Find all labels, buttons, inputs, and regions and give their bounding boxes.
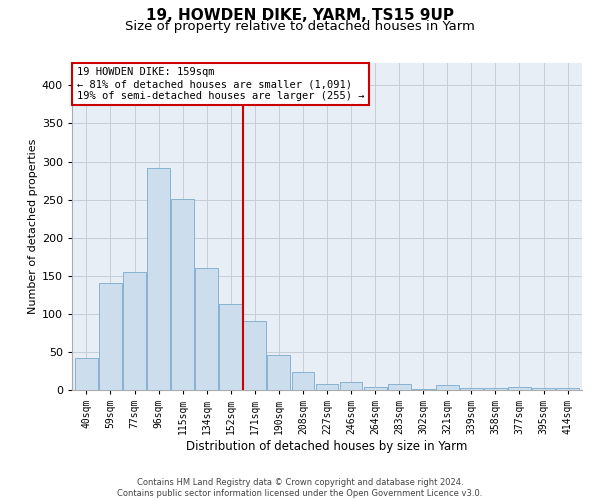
Bar (123, 272, 146, 390)
Bar (388, 384, 410, 390)
Text: 19 HOWDEN DIKE: 159sqm
← 81% of detached houses are smaller (1,091)
19% of semi-: 19 HOWDEN DIKE: 159sqm ← 81% of detached… (77, 68, 365, 100)
Bar (556, 388, 579, 390)
Text: Size of property relative to detached houses in Yarm: Size of property relative to detached ho… (125, 20, 475, 33)
Bar (532, 388, 555, 390)
Bar (292, 372, 314, 390)
Bar (99, 284, 122, 390)
Y-axis label: Number of detached properties: Number of detached properties (28, 138, 38, 314)
Text: 19, HOWDEN DIKE, YARM, TS15 9UP: 19, HOWDEN DIKE, YARM, TS15 9UP (146, 8, 454, 22)
Bar (268, 355, 290, 390)
Bar (436, 384, 459, 390)
Bar (195, 268, 218, 390)
Bar (508, 387, 531, 390)
Bar (75, 358, 98, 390)
Bar (220, 304, 242, 390)
X-axis label: Distribution of detached houses by size in Yarm: Distribution of detached houses by size … (187, 440, 467, 453)
Bar (484, 388, 507, 390)
Bar (316, 384, 338, 390)
Bar (340, 382, 362, 390)
Bar (147, 168, 170, 390)
Text: Contains HM Land Registry data © Crown copyright and database right 2024.
Contai: Contains HM Land Registry data © Crown c… (118, 478, 482, 498)
Bar (244, 320, 266, 390)
Bar (171, 199, 194, 390)
Bar (460, 388, 483, 390)
Bar (364, 387, 386, 390)
Bar (412, 389, 434, 390)
